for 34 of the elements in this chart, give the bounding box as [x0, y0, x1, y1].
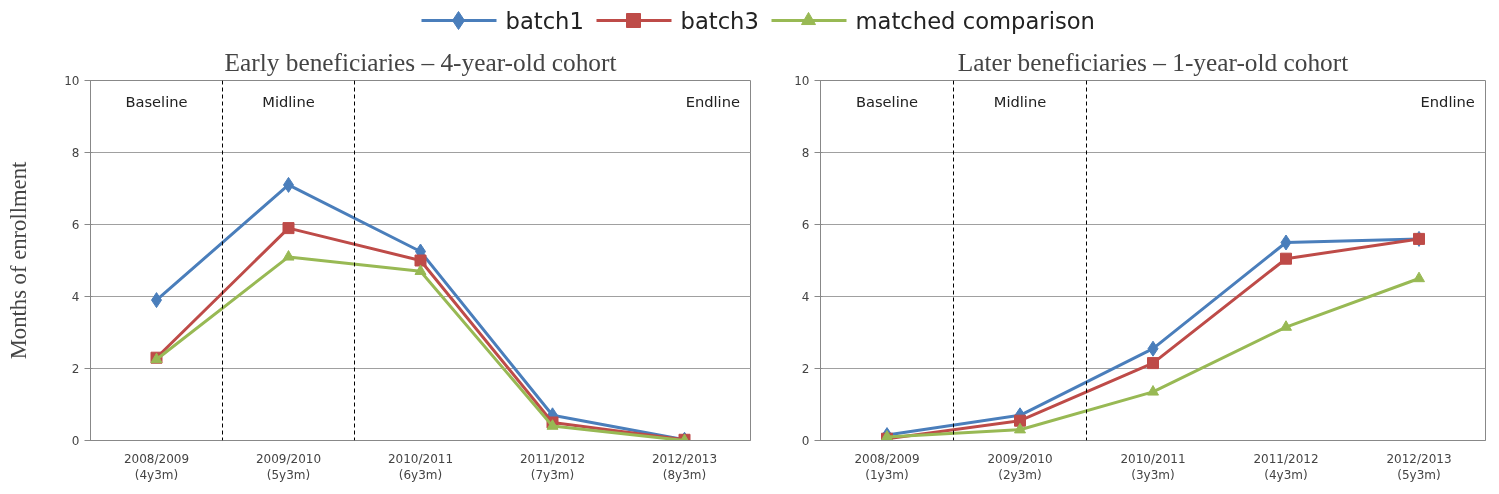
y-tick-label: 6 [71, 218, 80, 232]
legend-label: matched comparison [855, 7, 1095, 34]
y-tick-label: 2 [801, 362, 810, 376]
y-tick-label: 4 [801, 290, 810, 304]
y-tick-label: 4 [71, 290, 80, 304]
annotation: Endline [1420, 92, 1475, 110]
x-tick-label: 2009/2010 (5y3m) [255, 451, 322, 483]
legend-label: batch1 [505, 7, 584, 34]
y-tick-label: 10 [794, 74, 810, 88]
y-tick-label: 6 [801, 218, 810, 232]
y-tick-label: 10 [64, 74, 80, 88]
y-tick-label: 8 [801, 146, 810, 160]
x-tick-label: 2008/2009 (4y3m) [123, 451, 190, 483]
annotation: Baseline [855, 92, 919, 110]
y-axis-title: Months of enrollment [6, 161, 32, 360]
x-tick-label: 2010/2011 (6y3m) [387, 451, 454, 483]
annotation: Baseline [125, 92, 188, 110]
x-tick-label: 2011/2012 (4y3m) [1253, 451, 1319, 483]
legend-label: batch3 [680, 7, 759, 34]
annotation: Midline [262, 92, 315, 110]
y-tick-label: 8 [71, 146, 80, 160]
x-tick-label: 2012/2013 (5y3m) [1386, 451, 1452, 483]
x-tick-label: 2009/2010 (2y3m) [987, 451, 1053, 483]
annotation: Midline [993, 92, 1047, 110]
annotation: Endline [685, 92, 740, 110]
x-tick-label: 2012/2013 (8y3m) [651, 451, 718, 483]
x-tick-label: 2008/2009 (1y3m) [854, 451, 920, 483]
chart-title: Later beneficiaries – 1-year-old cohort [957, 47, 1349, 76]
y-tick-label: 0 [71, 434, 80, 448]
y-tick-label: 2 [71, 362, 80, 376]
chart-title: Early beneficiaries – 4-year-old cohort [224, 47, 617, 76]
y-tick-label: 0 [801, 434, 810, 448]
x-tick-label: 2010/2011 (3y3m) [1120, 451, 1186, 483]
x-tick-label: 2011/2012 (7y3m) [519, 451, 586, 483]
